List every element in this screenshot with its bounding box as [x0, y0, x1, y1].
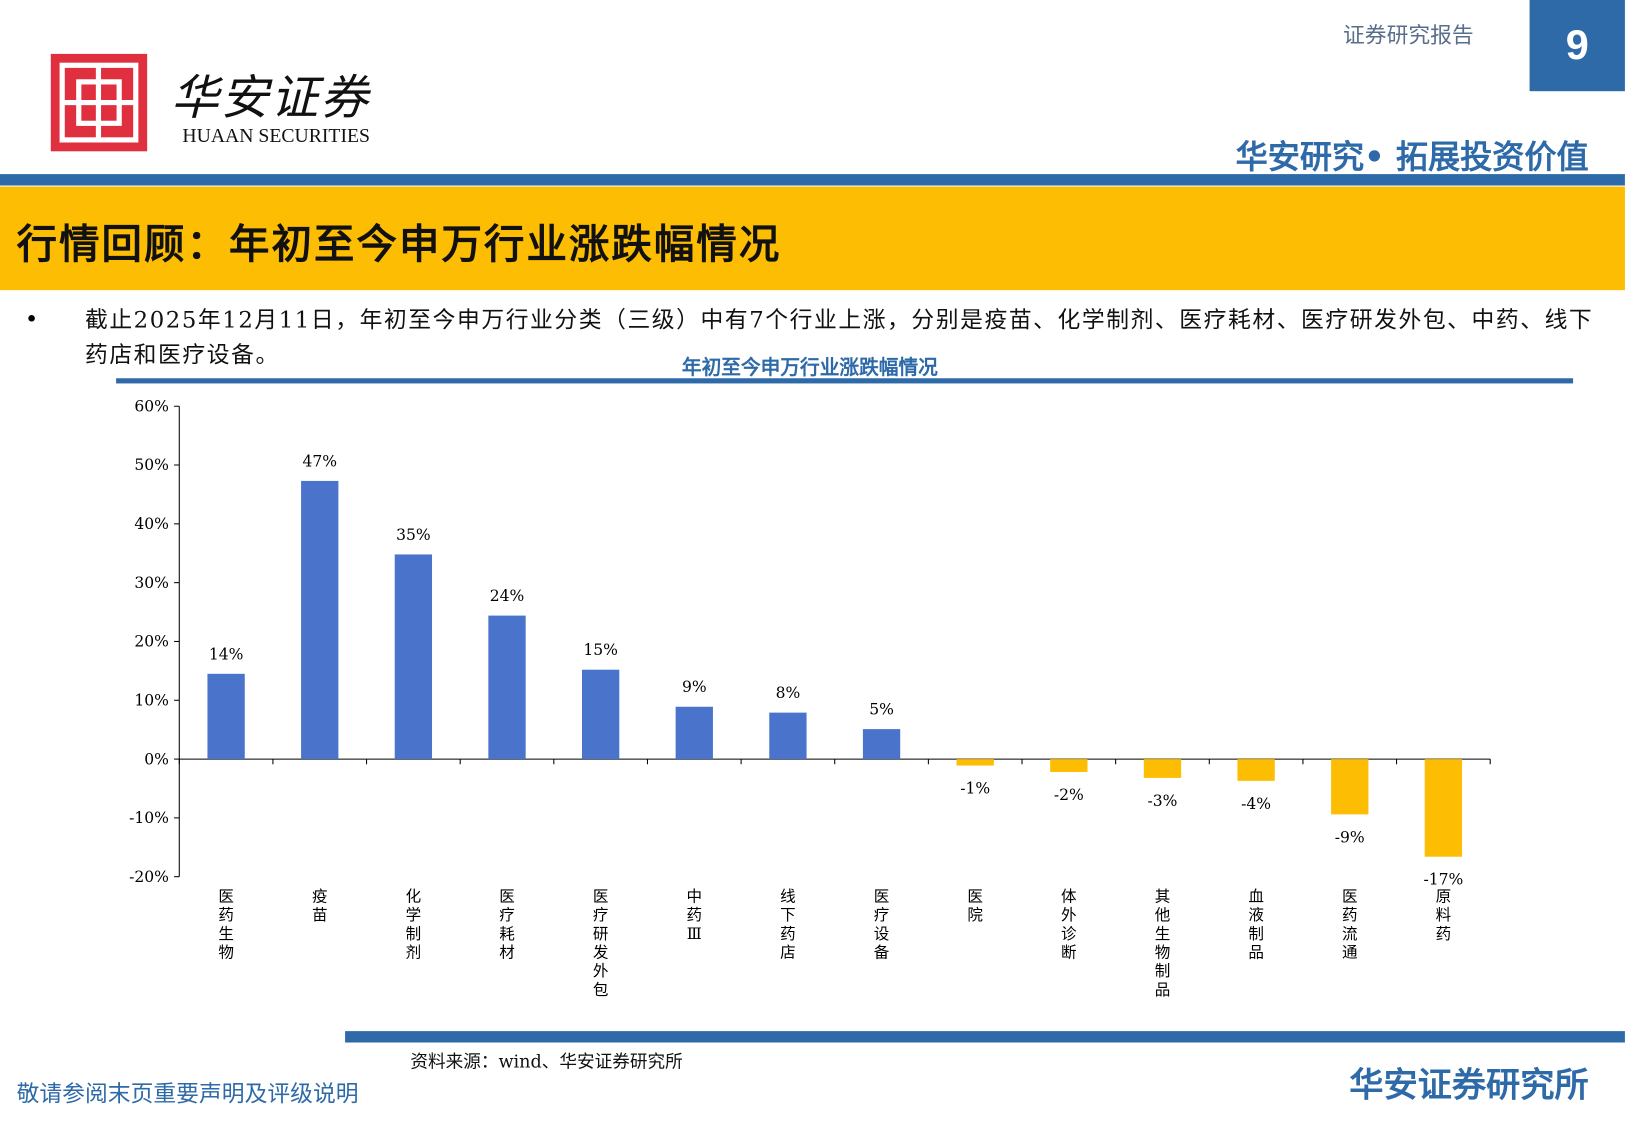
- bullet-icon: •: [24, 306, 39, 333]
- data-label: -17%: [1423, 871, 1463, 889]
- category-label: 其他生物制品: [1155, 888, 1171, 999]
- bar: [207, 673, 245, 760]
- bar: [488, 615, 526, 760]
- data-label: -4%: [1241, 795, 1271, 813]
- logo-chinese-name: 华安证券: [170, 69, 370, 126]
- y-tick-label: 30%: [134, 574, 169, 592]
- data-label: 35%: [396, 526, 431, 544]
- y-tick-label: 0%: [144, 750, 169, 768]
- slogan: 华安研究• 拓展投资价值: [1235, 138, 1589, 177]
- y-tick-label: -10%: [129, 809, 169, 827]
- page-number: 9: [1529, 0, 1625, 92]
- category-label: 原料药: [1436, 888, 1452, 943]
- bar: [301, 480, 339, 760]
- chart-title-underline: [116, 378, 1574, 384]
- bar-chart: -20% -10% 0% 10% 20% 30% 40% 50% 60% 14% 医药生物 47% 疫苗…: [129, 397, 1491, 999]
- category-label: 线下药店: [780, 888, 796, 962]
- category-label: 医院: [967, 888, 983, 925]
- data-label: 5%: [869, 701, 894, 719]
- report-type: 证券研究报告: [1343, 22, 1474, 48]
- bar: [394, 554, 433, 760]
- data-label: 24%: [490, 587, 525, 605]
- footer-divider: [345, 1031, 1625, 1043]
- category-label: 中药 Ⅲ: [687, 888, 703, 943]
- data-label: 47%: [302, 452, 337, 470]
- data-label: -2%: [1054, 786, 1084, 804]
- chart-title: 年初至今申万行业涨跌幅情况: [681, 356, 938, 380]
- data-label: 8%: [776, 684, 801, 702]
- bar: [862, 729, 901, 760]
- category-label: 医疗设备: [874, 888, 890, 962]
- footer-org: 华安证券研究所: [1349, 1064, 1589, 1105]
- y-tick-label: 20%: [134, 633, 169, 651]
- bar: [769, 712, 807, 760]
- bar: [1237, 759, 1275, 781]
- category-label: 医疗耗材: [499, 888, 515, 962]
- bar: [1143, 759, 1182, 778]
- header-divider: [0, 174, 1625, 186]
- bar: [581, 669, 620, 760]
- category-label: 医疗研发外包: [593, 888, 609, 999]
- y-tick-label: 50%: [134, 456, 169, 474]
- data-label: 9%: [682, 678, 707, 696]
- page-title: 行情回顾：年初至今申万行业涨跌幅情况: [16, 220, 782, 269]
- bar: [1050, 759, 1088, 773]
- data-label: -1%: [960, 780, 990, 798]
- y-tick-label: 10%: [134, 691, 169, 709]
- data-label: -9%: [1335, 828, 1365, 846]
- category-label: 医药流通: [1342, 888, 1358, 962]
- title-band: [0, 186, 1625, 291]
- category-label: 疫苗: [312, 888, 328, 925]
- data-label: -3%: [1148, 792, 1178, 810]
- logo-icon: [50, 53, 148, 152]
- logo-english-name: HUAAN SECURITIES: [182, 125, 370, 148]
- data-label: 14%: [209, 645, 244, 663]
- y-tick-label: 60%: [134, 397, 169, 415]
- disclaimer-link[interactable]: 敬请参阅末页重要声明及评级说明: [16, 1081, 359, 1108]
- category-label: 化学制剂: [406, 888, 422, 962]
- bar: [956, 759, 994, 766]
- category-label: 医药生物: [218, 888, 234, 962]
- y-tick-label: -20%: [129, 868, 169, 886]
- y-tick-label: 40%: [134, 515, 169, 533]
- category-label: 血液制品: [1248, 888, 1264, 962]
- data-label: 15%: [583, 641, 618, 659]
- bar: [1424, 759, 1463, 857]
- category-label: 体外诊断: [1061, 888, 1077, 962]
- bar: [675, 706, 713, 760]
- bullet-text: 截止2025年12月11日，年初至今申万行业分类（三级）中有7个行业上涨，分别是…: [84, 307, 1594, 369]
- bar: [1331, 759, 1369, 815]
- source-note: 资料来源：wind、华安证券研究所: [410, 1051, 683, 1073]
